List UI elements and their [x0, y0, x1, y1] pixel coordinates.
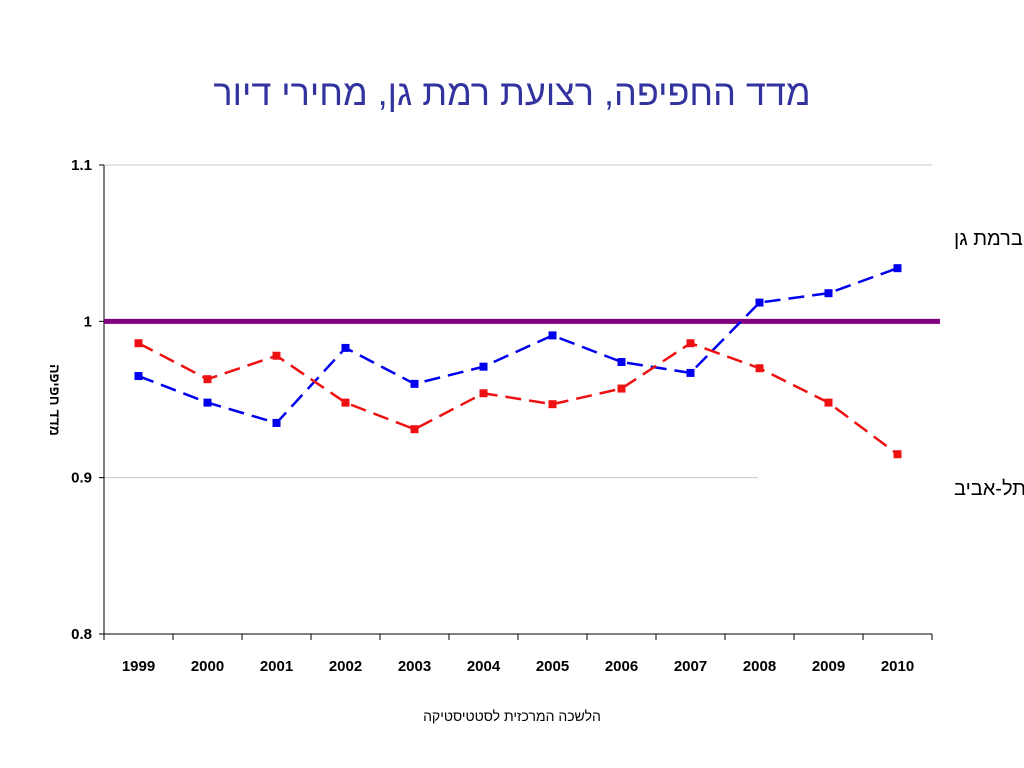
data-point	[479, 362, 488, 371]
data-point	[134, 339, 143, 348]
series-label-tel-aviv-in-ramat-gan: תל-אביב ברמת גן	[954, 228, 1024, 250]
data-point	[410, 379, 419, 388]
x-tick-label: 2006	[605, 658, 638, 675]
data-point	[548, 331, 557, 340]
data-point	[341, 343, 350, 352]
y-axis-label: מדד חפיפה	[47, 364, 63, 436]
data-point	[134, 372, 143, 381]
x-tick-label: 2004	[467, 658, 501, 675]
series-group	[134, 264, 902, 459]
data-point	[272, 351, 281, 360]
data-point	[686, 368, 695, 377]
data-point	[548, 400, 557, 409]
data-point	[410, 425, 419, 434]
x-tick-label: 2010	[881, 658, 914, 675]
x-tick-label: 2007	[674, 658, 707, 675]
x-tick-label: 2000	[191, 658, 224, 675]
data-point	[479, 389, 488, 398]
data-point	[755, 364, 764, 373]
y-tick-label: 0.8	[71, 626, 92, 643]
data-point	[686, 339, 695, 348]
data-point	[755, 298, 764, 307]
x-tick-label: 2003	[398, 658, 431, 675]
axes	[99, 164, 933, 640]
x-tick-label: 1999	[122, 658, 155, 675]
series-line	[138, 267, 898, 425]
x-tick-label: 2002	[329, 658, 362, 675]
data-point	[203, 375, 212, 384]
x-tick-label: 2001	[260, 658, 293, 675]
series-label-background	[758, 469, 958, 503]
y-tick-label: 1	[84, 313, 92, 330]
data-point	[617, 384, 626, 393]
series-labels: תל-אביב ברמת גן רמת גן בתל-אביב	[758, 221, 1024, 503]
x-tick-label: 2009	[812, 658, 845, 675]
series-line	[137, 341, 899, 456]
series-label-background	[776, 221, 958, 253]
data-point	[893, 450, 902, 459]
data-point	[203, 398, 212, 407]
data-point	[617, 357, 626, 366]
x-tick-label: 2008	[743, 658, 776, 675]
data-point	[272, 418, 281, 427]
data-point	[893, 264, 902, 273]
x-tick-label: 2005	[536, 658, 569, 675]
line-chart: 0.8 0.9 1 1.1 1999 2000 2001 2002 2003 2004 2005 20…	[47, 157, 1024, 675]
y-tick-label: 0.9	[71, 470, 92, 487]
y-tick-label: 1.1	[71, 157, 92, 174]
data-point	[341, 398, 350, 407]
data-point	[824, 398, 833, 407]
data-point	[824, 289, 833, 298]
chart-title: מדד החפיפה, רצועת רמת גן, מחירי דיור	[213, 72, 811, 113]
series-label-ramat-gan-in-tel-aviv: רמת גן בתל-אביב	[954, 478, 1024, 500]
source-note: הלשכה המרכזית לסטטיסטיקה	[423, 708, 601, 724]
tick-labels: 0.8 0.9 1 1.1 1999 2000 2001 2002 2003 2004 2005 20…	[71, 157, 914, 675]
